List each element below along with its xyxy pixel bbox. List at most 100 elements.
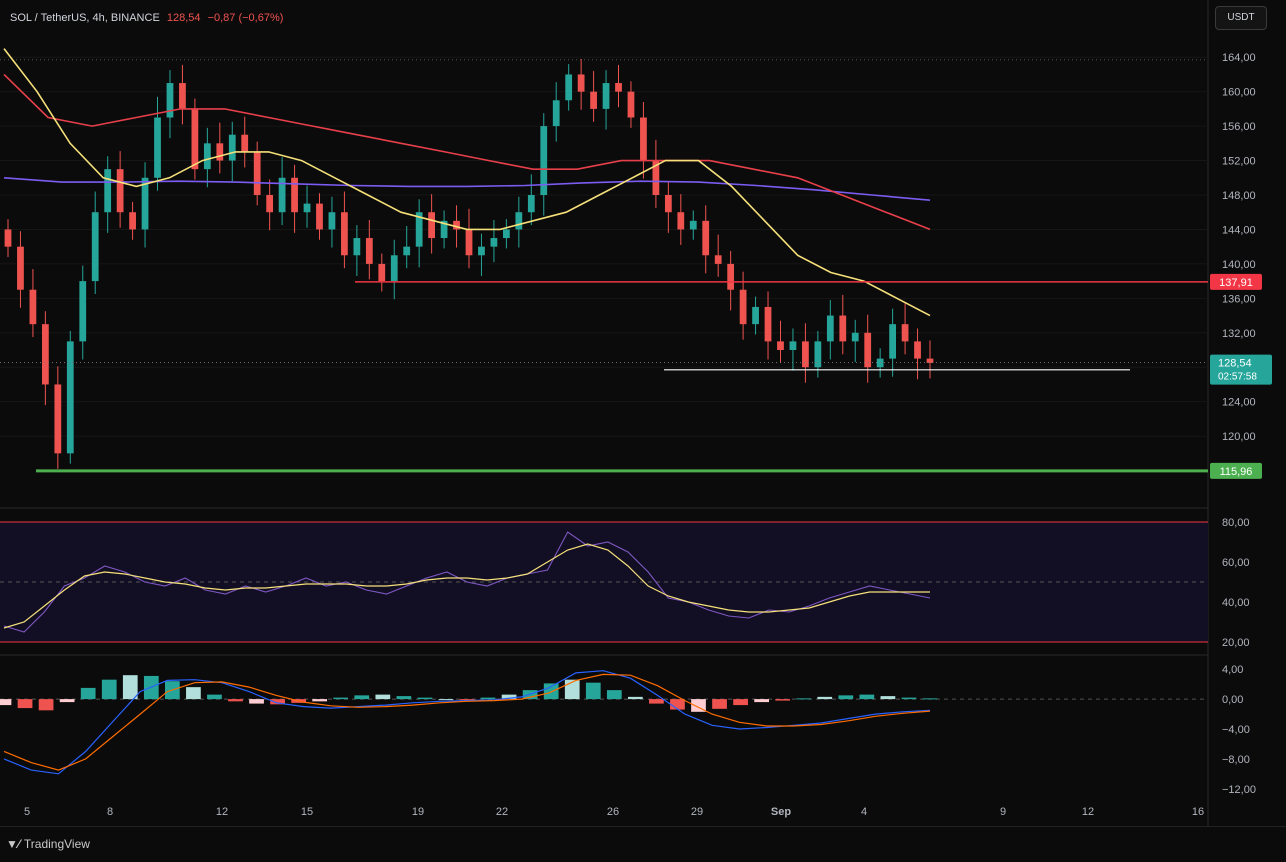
- candle-body: [154, 117, 161, 178]
- macd-histogram-bar: [880, 696, 896, 700]
- macd-tick-label: −8,00: [1222, 754, 1250, 766]
- candle-body: [627, 91, 635, 118]
- candle-body: [179, 83, 186, 109]
- candle-body: [814, 341, 822, 368]
- candle-body: [515, 212, 523, 230]
- macd-histogram-bar: [186, 687, 201, 700]
- candle-body: [926, 358, 934, 363]
- candle-body: [440, 220, 448, 239]
- price-tick-label: 120,00: [1222, 431, 1256, 443]
- candle-body: [615, 83, 622, 92]
- candle-body: [901, 324, 909, 342]
- candle-body: [278, 177, 286, 213]
- footer-bar: ▼⁄ TradingView: [0, 826, 1286, 862]
- candle-body: [54, 384, 62, 454]
- x-tick-label: 12: [1082, 806, 1094, 818]
- price-tick-label: 148,00: [1222, 190, 1256, 202]
- macd-histogram-bar: [606, 690, 622, 700]
- candle-body: [29, 289, 37, 325]
- macd-histogram-bar: [354, 695, 370, 700]
- macd-histogram-bar: [859, 694, 875, 700]
- candle-body: [341, 212, 348, 256]
- plot-bg: [0, 0, 1208, 826]
- tradingview-logo[interactable]: ▼⁄ TradingView: [6, 837, 90, 851]
- candle-body: [453, 220, 460, 230]
- macd-histogram-bar: [817, 696, 833, 700]
- macd-histogram-bar: [459, 699, 475, 701]
- macd-histogram-bar: [796, 698, 812, 700]
- candle-body: [826, 315, 834, 342]
- candle-body: [478, 246, 485, 256]
- ma-red-line: [3, 73, 931, 231]
- x-tick-label: 9: [1000, 806, 1006, 818]
- candle-body: [652, 160, 660, 195]
- candle-body: [739, 289, 747, 325]
- price-tick-label: 152,00: [1222, 156, 1256, 168]
- candle-body: [502, 229, 510, 239]
- candle-body: [727, 263, 735, 290]
- macd-tick-label: −4,00: [1222, 724, 1250, 736]
- x-tick-label: 15: [301, 806, 313, 818]
- macd-histogram-bar: [543, 683, 559, 700]
- x-tick-label: 4: [861, 806, 867, 818]
- macd-tick-label: 4,00: [1222, 664, 1243, 676]
- candle-body: [17, 246, 24, 290]
- macd-histogram-bar: [649, 699, 664, 704]
- candle-body: [640, 117, 647, 161]
- macd-histogram-bar: [564, 679, 580, 700]
- macd-histogram-bar: [396, 696, 412, 700]
- candle-body: [253, 151, 261, 195]
- candle-body: [677, 212, 685, 230]
- macd-histogram-bar: [17, 699, 33, 709]
- macd-histogram-bar: [501, 694, 517, 700]
- candle-body: [527, 195, 535, 213]
- support-price-label: 115,96: [1220, 466, 1253, 478]
- candle-body: [191, 108, 199, 170]
- x-tick-label: 8: [107, 806, 113, 818]
- rsi-tick-label: 80,00: [1222, 517, 1250, 529]
- rsi-tick-label: 60,00: [1222, 557, 1250, 569]
- candle-body: [166, 83, 174, 118]
- resistance-price-tag: [1210, 273, 1262, 290]
- price-tick-label: 144,00: [1222, 224, 1256, 236]
- macd-histogram-bar: [270, 699, 285, 705]
- macd-line: [3, 670, 931, 775]
- candle-body: [365, 238, 373, 264]
- price-tick-label: 160,00: [1222, 87, 1256, 99]
- x-tick-label: 22: [496, 806, 508, 818]
- x-tick-label: 29: [691, 806, 703, 818]
- candle-body: [403, 246, 411, 256]
- candle-body: [228, 134, 236, 161]
- countdown-label: 02:57:58: [1218, 372, 1257, 383]
- candle-body: [839, 315, 847, 342]
- macd-tick-label: 0,00: [1222, 694, 1243, 706]
- price-tick-label: 136,00: [1222, 293, 1256, 305]
- rsi-tick-label: 20,00: [1222, 637, 1250, 649]
- currency-button[interactable]: USDT: [1215, 6, 1267, 30]
- resistance-price-label: 137,91: [1219, 277, 1253, 289]
- candle-body: [664, 195, 672, 213]
- macd-histogram-bar: [627, 696, 643, 700]
- candle-body: [378, 263, 386, 282]
- candle-body: [789, 341, 797, 350]
- macd-histogram-bar: [712, 699, 727, 709]
- candle-body: [353, 238, 361, 256]
- last-price-tag: [1210, 354, 1272, 385]
- rsi-tick-label: 40,00: [1222, 597, 1250, 609]
- candle-body: [303, 203, 311, 213]
- macd-histogram-bar: [480, 697, 496, 700]
- candle-body: [141, 177, 149, 230]
- candle-body: [328, 212, 336, 230]
- candle-body: [203, 143, 211, 170]
- price-tick-label: 132,00: [1222, 328, 1256, 340]
- last-price: 128,54: [166, 12, 201, 24]
- symbol-header: SOL / TetherUS, 4h, BINANCE 128,54 −0,87…: [10, 12, 287, 24]
- symbol-title[interactable]: SOL / TetherUS, 4h, BINANCE: [10, 12, 160, 24]
- macd-tick-label: −12,00: [1222, 784, 1256, 796]
- price-tick-label: 124,00: [1222, 397, 1256, 409]
- price-change: −0,87 (−0,67%): [207, 12, 284, 24]
- candle-body: [889, 324, 897, 359]
- macd-histogram-bar: [375, 694, 391, 700]
